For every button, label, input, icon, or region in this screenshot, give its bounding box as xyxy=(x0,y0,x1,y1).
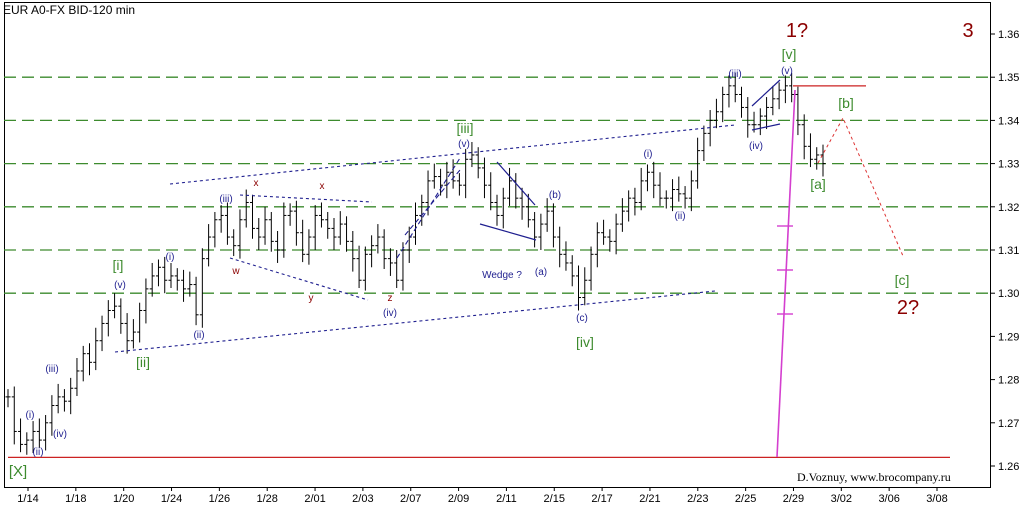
wave-label: x xyxy=(254,178,259,189)
plot-frame xyxy=(4,2,991,488)
y-tick-label: 1.35 xyxy=(998,72,1019,84)
x-tick-label: 2/17 xyxy=(591,493,612,505)
wave-label: [c] xyxy=(895,272,910,288)
x-tick-label: 2/29 xyxy=(783,493,804,505)
x-tick-label: 2/21 xyxy=(639,493,660,505)
wave-label: 2? xyxy=(897,297,919,319)
y-tick-label: 1.31 xyxy=(998,245,1019,257)
wave-label: [iv] xyxy=(576,334,594,350)
wave-label: (v) xyxy=(114,280,126,291)
wave-label: z xyxy=(388,293,393,304)
ending-wedge-lower xyxy=(751,123,781,131)
y-tick-label: 1.32 xyxy=(998,202,1019,214)
wave-label: (i) xyxy=(26,410,35,421)
wave-label: (i) xyxy=(166,252,175,263)
x-tick-label: 2/09 xyxy=(448,493,469,505)
x-tick-label: 1/14 xyxy=(17,493,38,505)
wave-label: (iii) xyxy=(219,194,232,205)
wave-label: y xyxy=(309,293,314,304)
y-tick-label: 1.33 xyxy=(998,159,1019,171)
triangle-upper-line xyxy=(239,194,373,203)
wave-label: (c) xyxy=(576,313,588,324)
wave-label: x xyxy=(320,181,325,192)
x-tick-label: 2/25 xyxy=(735,493,756,505)
wave-label: w xyxy=(231,266,240,277)
wave-label: (ii) xyxy=(32,447,43,458)
chart-title: EUR A0-FX BID-120 min xyxy=(3,3,136,17)
wave-label: 3 xyxy=(962,20,973,42)
wave-label: Wedge ? xyxy=(482,270,522,281)
x-tick-label: 3/06 xyxy=(878,493,899,505)
x-tick-label: 1/28 xyxy=(256,493,277,505)
x-tick-label: 1/26 xyxy=(209,493,230,505)
wave-label: 1? xyxy=(786,20,808,42)
wave-label: (v) xyxy=(781,66,793,77)
wave-label: (iv) xyxy=(383,308,397,319)
wave-label: (i) xyxy=(644,149,653,160)
wave-label: (v) xyxy=(458,139,470,150)
wave-label: (ii) xyxy=(674,211,685,222)
wave-label: (iii) xyxy=(45,364,58,375)
wave-label: [v] xyxy=(782,46,797,62)
x-tick-label: 2/15 xyxy=(544,493,565,505)
y-tick-label: 1.34 xyxy=(998,115,1019,127)
wave-label: [b] xyxy=(838,95,854,111)
channel-upper-line xyxy=(169,124,736,185)
wave-label: [iii] xyxy=(456,120,473,136)
wave-label: (iv) xyxy=(749,141,763,152)
y-tick-label: 1.27 xyxy=(998,418,1019,430)
x-tick-label: 2/23 xyxy=(687,493,708,505)
wave-label: [i] xyxy=(113,257,124,273)
triangle-lower-line xyxy=(229,257,369,301)
y-tick-label: 1.36 xyxy=(998,29,1019,41)
y-tick-label: 1.29 xyxy=(998,331,1019,343)
x-tick-label: 3/02 xyxy=(831,493,852,505)
x-tick-label: 1/20 xyxy=(113,493,134,505)
y-tick-label: 1.26 xyxy=(998,461,1019,473)
x-tick-label: 1/24 xyxy=(161,493,182,505)
projection-path xyxy=(817,116,904,257)
y-tick-label: 1.28 xyxy=(998,375,1019,387)
x-tick-label: 2/01 xyxy=(304,493,325,505)
wedge-upper-line xyxy=(404,169,461,236)
wave-label: (iv) xyxy=(53,429,67,440)
channel-lower-line xyxy=(114,290,716,353)
measure-line xyxy=(776,89,796,458)
credit-text: D.Voznuy, www.brocompany.ru xyxy=(797,470,951,484)
y-tick-label: 1.30 xyxy=(998,288,1019,300)
wave-label: [X] xyxy=(9,463,27,480)
ending-wedge-upper xyxy=(751,79,781,107)
x-tick-label: 2/03 xyxy=(352,493,373,505)
wave-label: (iii) xyxy=(728,69,741,80)
wedge-top-line xyxy=(496,161,536,206)
wave-label: [ii] xyxy=(136,354,150,370)
x-tick-label: 3/08 xyxy=(926,493,947,505)
wave-label: (b) xyxy=(549,190,561,201)
wedge-bottom-line xyxy=(479,223,537,241)
wave-label: [a] xyxy=(810,176,826,192)
wave-label: (a) xyxy=(535,267,547,278)
x-tick-label: 2/11 xyxy=(496,493,517,505)
x-tick-label: 1/18 xyxy=(65,493,86,505)
x-tick-label: 2/07 xyxy=(400,493,421,505)
wave-label: (ii) xyxy=(193,330,204,341)
